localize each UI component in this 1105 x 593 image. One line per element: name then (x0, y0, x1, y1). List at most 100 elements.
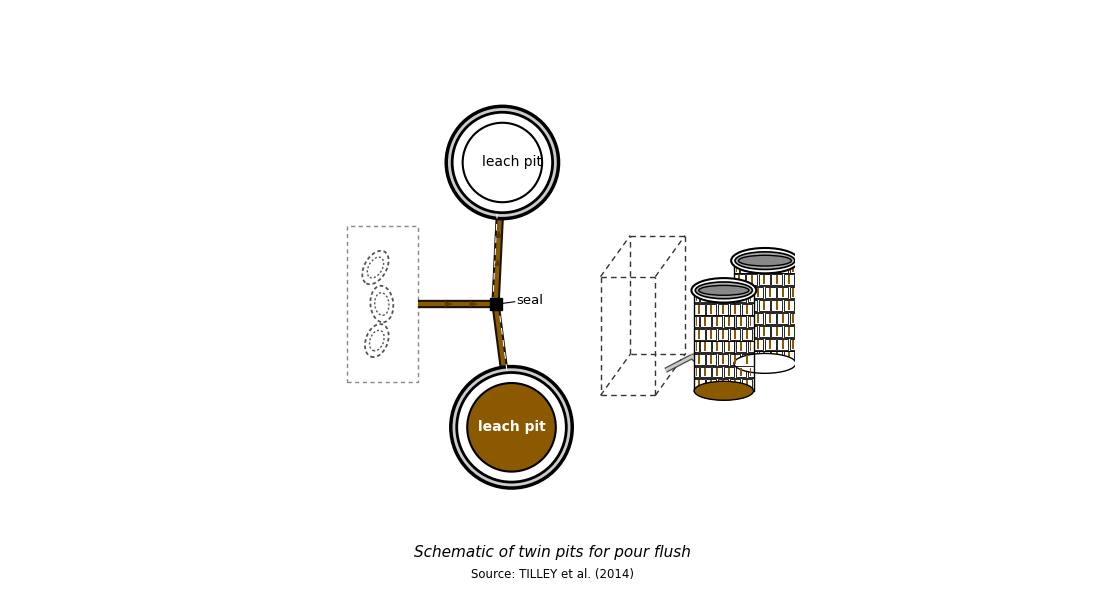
Bar (698, 355, 701, 364)
Ellipse shape (456, 372, 567, 482)
Ellipse shape (463, 123, 543, 202)
Bar (765, 262, 776, 273)
Bar (694, 342, 698, 352)
Bar (771, 275, 782, 285)
Bar (753, 262, 764, 273)
Bar (734, 287, 738, 298)
Bar (728, 292, 730, 301)
Text: leach pit: leach pit (482, 155, 541, 170)
Bar (738, 301, 740, 310)
Bar (777, 262, 788, 273)
Bar (757, 314, 759, 323)
Text: leach pit: leach pit (477, 420, 546, 434)
Bar (781, 263, 783, 272)
Bar (776, 275, 778, 285)
Bar (746, 300, 757, 311)
Bar (736, 342, 746, 352)
Bar (740, 313, 751, 324)
Bar (698, 305, 701, 314)
Bar (701, 316, 711, 327)
Bar (724, 316, 735, 327)
Bar (771, 352, 782, 362)
Bar (746, 330, 748, 339)
Bar (790, 339, 796, 350)
Bar (698, 330, 701, 339)
Bar (741, 379, 753, 390)
Bar (704, 368, 706, 377)
Bar (748, 366, 754, 377)
Bar (698, 380, 701, 389)
Bar (734, 355, 736, 364)
Bar (711, 380, 713, 389)
Bar (694, 329, 705, 340)
Bar (718, 304, 728, 314)
Bar (722, 355, 724, 364)
Bar (753, 339, 764, 350)
Polygon shape (655, 235, 685, 396)
Bar (704, 292, 706, 301)
Bar (771, 326, 782, 337)
Bar (694, 291, 698, 302)
Bar (729, 354, 740, 365)
Bar (722, 380, 724, 389)
Bar (706, 379, 716, 390)
Bar (750, 327, 753, 336)
Text: Source: TILLEY et al. (2014): Source: TILLEY et al. (2014) (471, 568, 634, 581)
Bar (740, 339, 751, 350)
Bar (776, 301, 778, 310)
Bar (765, 287, 776, 298)
Bar (777, 287, 788, 298)
Bar (694, 366, 754, 378)
Bar (738, 327, 740, 336)
Bar (771, 300, 782, 311)
Bar (765, 313, 776, 324)
Bar (734, 273, 796, 286)
Bar (769, 314, 771, 323)
Bar (734, 352, 745, 362)
Bar (729, 304, 740, 314)
Bar (728, 368, 730, 377)
Bar (781, 314, 783, 323)
Bar (740, 368, 741, 377)
Bar (706, 304, 716, 314)
Ellipse shape (695, 282, 753, 299)
Bar (741, 304, 753, 314)
Bar (734, 325, 796, 337)
Bar (788, 301, 790, 310)
Bar (748, 342, 754, 352)
Bar (734, 300, 745, 311)
Bar (694, 291, 754, 303)
Bar (724, 342, 735, 352)
Bar (694, 354, 705, 365)
Bar (750, 292, 751, 301)
Bar (701, 291, 711, 302)
Bar (734, 262, 738, 273)
Bar (716, 292, 718, 301)
Bar (729, 379, 740, 390)
Bar (694, 379, 705, 390)
Bar (701, 342, 711, 352)
Bar (712, 291, 723, 302)
Bar (694, 340, 754, 353)
Bar (790, 313, 796, 324)
Bar (746, 352, 757, 362)
Bar (741, 354, 753, 365)
Bar (712, 342, 723, 352)
Bar (711, 305, 713, 314)
Ellipse shape (734, 353, 796, 374)
Bar (764, 301, 766, 310)
Polygon shape (600, 235, 685, 276)
Text: seal: seal (516, 294, 543, 307)
Bar (694, 315, 754, 328)
Bar (745, 340, 747, 349)
Ellipse shape (738, 255, 791, 266)
Bar (706, 329, 716, 340)
Bar (724, 291, 735, 302)
Bar (734, 286, 796, 299)
Bar (728, 317, 730, 326)
Ellipse shape (732, 248, 799, 273)
Bar (740, 342, 741, 351)
Bar (783, 326, 794, 337)
Bar (792, 263, 793, 272)
Bar (788, 327, 790, 336)
